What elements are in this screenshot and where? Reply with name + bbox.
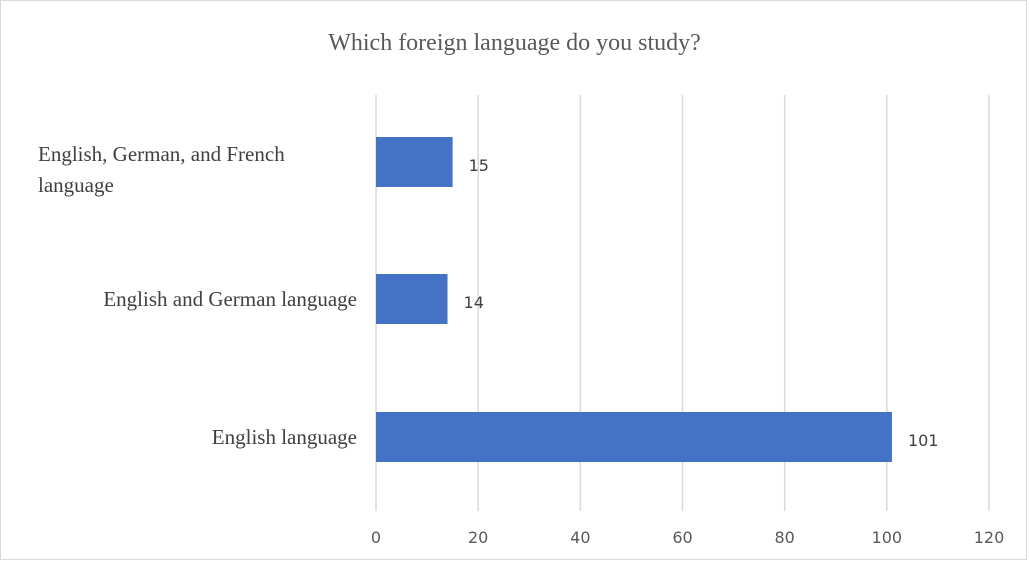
bar (376, 137, 453, 187)
data-label: 14 (464, 293, 484, 312)
x-tick-label: 60 (672, 528, 692, 547)
data-label: 15 (469, 156, 489, 175)
category-label: English, German, and French language (38, 142, 285, 197)
data-label: 101 (908, 431, 939, 450)
chart-title: Which foreign language do you study? (328, 30, 701, 56)
category-label: English language (212, 425, 357, 449)
x-tick-label: 40 (570, 528, 590, 547)
x-tick-label: 0 (371, 528, 381, 547)
x-tick-label: 120 (974, 528, 1005, 547)
x-tick-label: 100 (872, 528, 903, 547)
bar (376, 412, 892, 462)
bar (376, 274, 448, 324)
category-label: English and German language (103, 287, 357, 311)
x-tick-label: 80 (774, 528, 794, 547)
x-tick-label: 20 (468, 528, 488, 547)
